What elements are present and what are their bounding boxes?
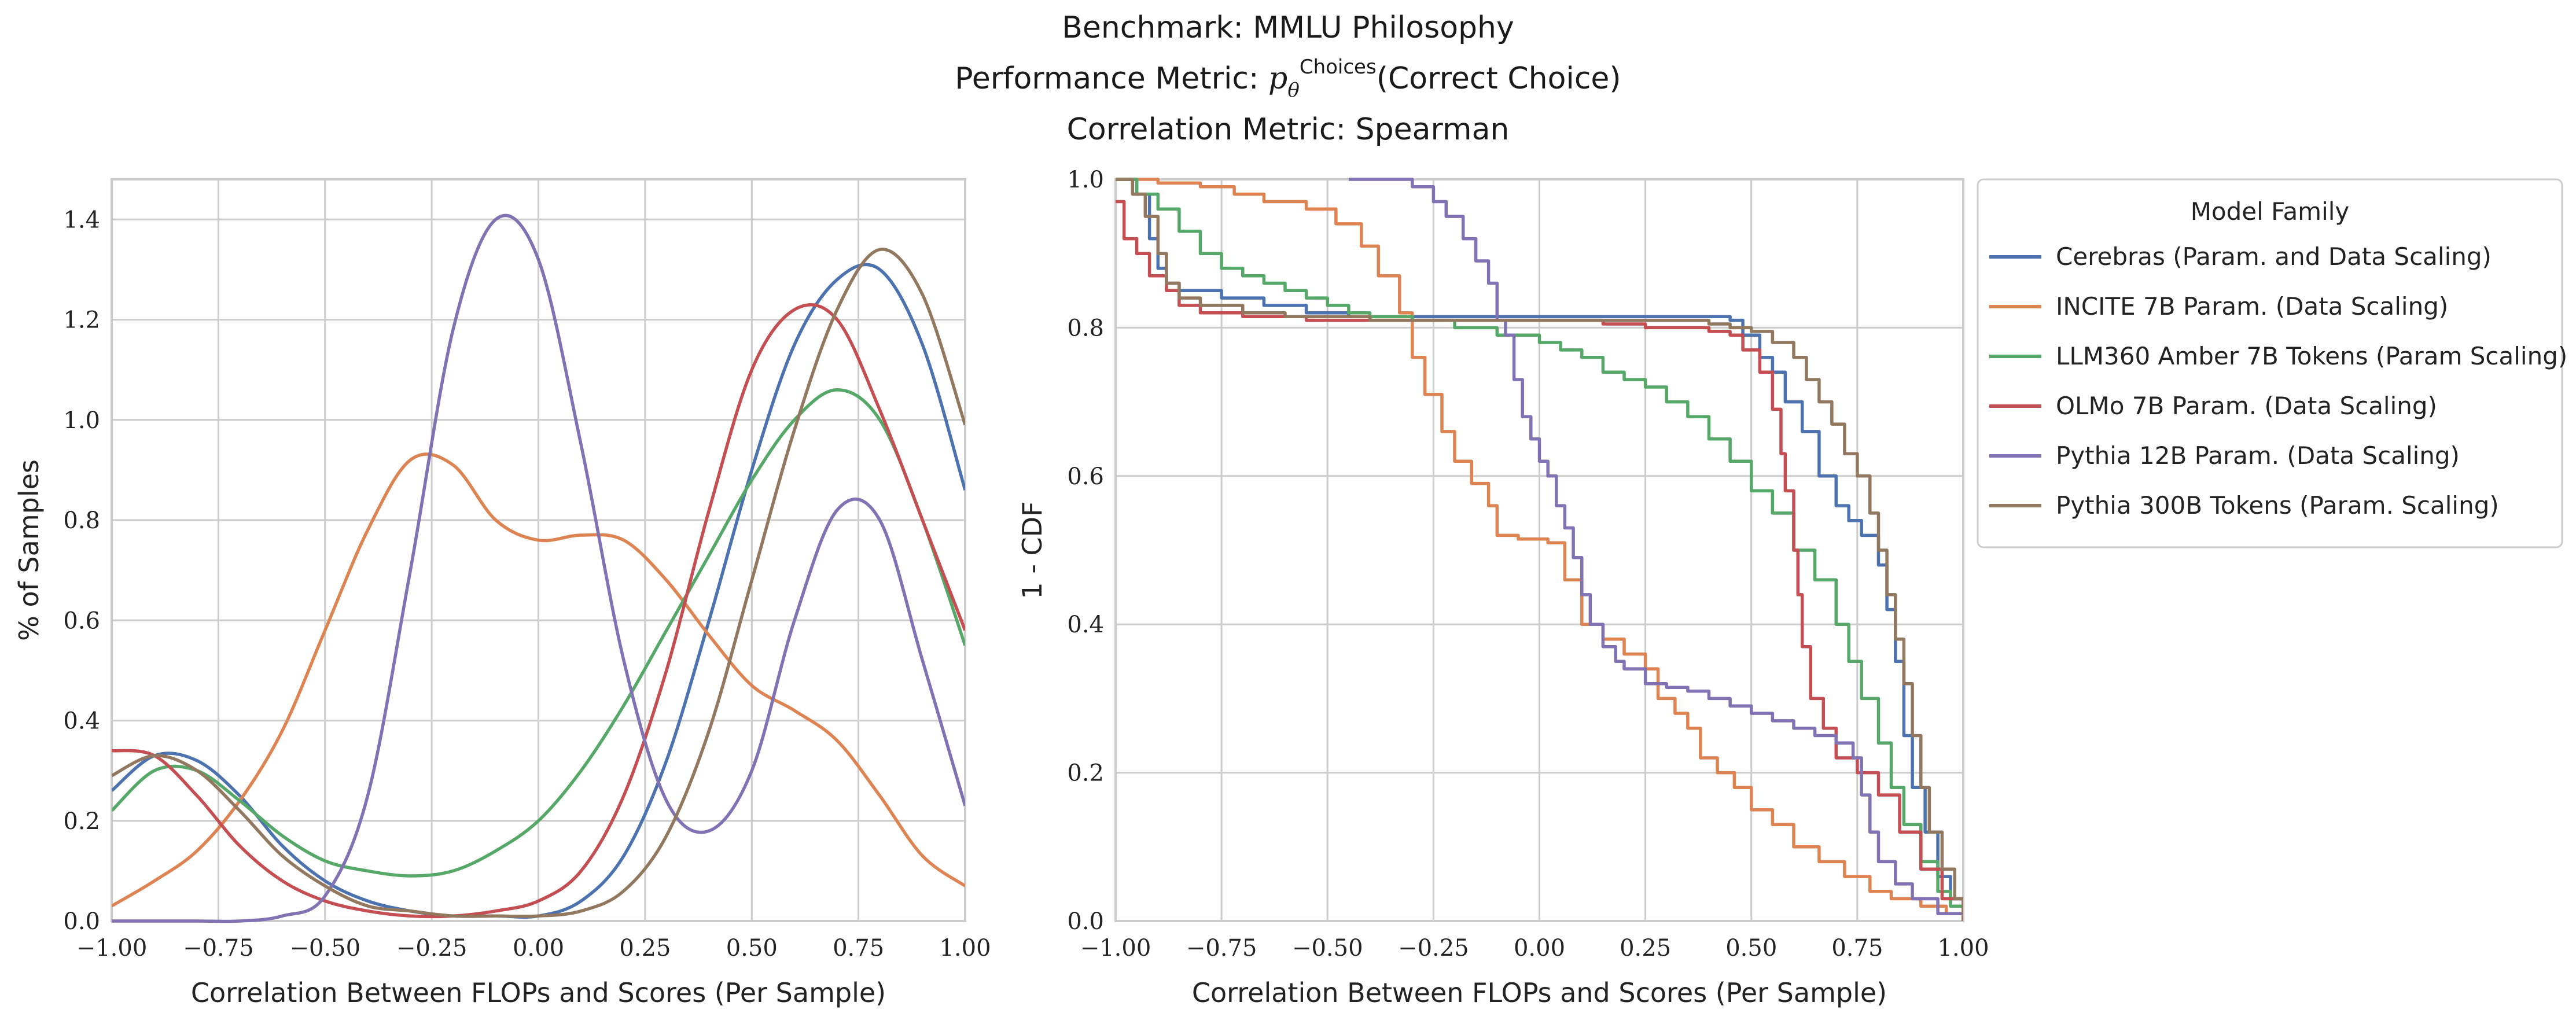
x-tick-label: −0.25: [1398, 935, 1469, 962]
y-tick-label: 1.2: [63, 307, 100, 334]
figure-title: Benchmark: MMLU Philosophy Performance M…: [0, 8, 2576, 149]
title-metric-prefix: Performance Metric:: [955, 61, 1269, 96]
legend-title: Model Family: [2191, 197, 2350, 226]
y-tick-label: 0.8: [63, 507, 100, 534]
y-tick-label: 0.2: [63, 808, 100, 835]
x-tick-label: −0.50: [1292, 935, 1363, 962]
legend-entry: Pythia 12B Param. (Data Scaling): [2056, 441, 2460, 470]
x-tick-label: 0.25: [619, 935, 671, 962]
x-tick-label: −1.00: [1080, 935, 1151, 962]
x-tick-label: 0.75: [1831, 935, 1883, 962]
series-line-cerebras: [112, 263, 965, 919]
legend: Model Family Cerebras (Param. and Data Sc…: [1977, 178, 2567, 548]
x-tick-label: 1.00: [1937, 935, 1989, 962]
title-correlation-metric: Correlation Metric: Spearman: [1066, 112, 1510, 147]
y-tick-label: 1.0: [63, 407, 100, 434]
y-axis-label: 1 - CDF: [1017, 501, 1048, 599]
legend-entry: INCITE 7B Param. (Data Scaling): [2056, 292, 2448, 321]
y-tick-label: 0.0: [1067, 908, 1104, 935]
metric-symbol-subscript: θ: [1287, 79, 1300, 102]
x-tick-label: 0.50: [1725, 935, 1777, 962]
legend-entry: Cerebras (Param. and Data Scaling): [2056, 242, 2492, 271]
x-tick-label: 0.00: [513, 935, 564, 962]
x-tick-label: 0.50: [726, 935, 778, 962]
series-line-pythia300b: [112, 248, 965, 918]
series-line-llm360: [1116, 178, 1963, 921]
series-line-olmo: [112, 303, 965, 919]
x-tick-label: 0.75: [833, 935, 884, 962]
y-tick-label: 0.8: [1067, 315, 1104, 341]
x-tick-label: −0.50: [289, 935, 360, 962]
y-tick-label: 1.4: [63, 207, 100, 233]
x-tick-label: 1.00: [939, 935, 991, 962]
title-metric-symbol: pθChoices: [1268, 56, 1377, 102]
metric-symbol-base: p: [1268, 61, 1288, 96]
legend-entry: OLMo 7B Param. (Data Scaling): [2056, 392, 2437, 420]
x-tick-label: −0.75: [183, 935, 254, 962]
x-tick-label: 0.25: [1620, 935, 1671, 962]
x-tick-label: −0.75: [1186, 935, 1257, 962]
series-line-pythia12b: [112, 213, 965, 923]
y-tick-label: 1.0: [1067, 167, 1104, 193]
legend-entry: Pythia 300B Tokens (Param. Scaling): [2056, 491, 2499, 520]
series-line-llm360: [112, 388, 965, 878]
y-tick-label: 0.6: [63, 607, 100, 634]
legend-entry: LLM360 Amber 7B Tokens (Param Scaling): [2056, 342, 2567, 370]
x-tick-label: 0.00: [1514, 935, 1565, 962]
x-tick-label: −0.25: [396, 935, 468, 962]
y-tick-label: 0.4: [1067, 612, 1104, 638]
series-line-pythia12b: [1348, 178, 1963, 921]
y-tick-label: 0.2: [1067, 760, 1104, 787]
y-tick-label: 0.4: [63, 708, 100, 735]
plot-frame: [1114, 178, 1964, 922]
chart-panel-2: −1.00 −0.75 −0.50 −0.25 0.00 0.25 0.50 0.75 1.00…: [1017, 167, 2567, 1008]
y-axis-label: % of Samples: [13, 459, 45, 641]
series-line-olmo: [1116, 200, 1963, 921]
legend-box: [1977, 178, 2563, 548]
x-axis-label: Correlation Between FLOPs and Scores (Pe…: [1192, 977, 1887, 1008]
y-tick-label: 0.6: [1067, 463, 1104, 490]
title-benchmark: Benchmark: MMLU Philosophy: [1062, 10, 1514, 45]
series-line-pythia300b: [1116, 178, 1963, 921]
x-axis-label: Correlation Between FLOPs and Scores (Pe…: [191, 977, 886, 1008]
series-line-incite: [112, 452, 965, 908]
y-tick-label: 0.0: [63, 908, 100, 935]
chart-panel-1: −1.00 −0.75 −0.50 −0.25 0.00 0.25 0.50 0.75 1.00…: [13, 178, 991, 1008]
title-metric-suffix: (Correct Choice): [1376, 61, 1621, 96]
metric-symbol-superscript: Choices: [1299, 56, 1377, 79]
title-performance-metric: Performance Metric: pθChoices(Correct Ch…: [0, 47, 2576, 110]
plot-frame: [111, 178, 966, 922]
x-tick-label: −1.00: [76, 935, 148, 962]
